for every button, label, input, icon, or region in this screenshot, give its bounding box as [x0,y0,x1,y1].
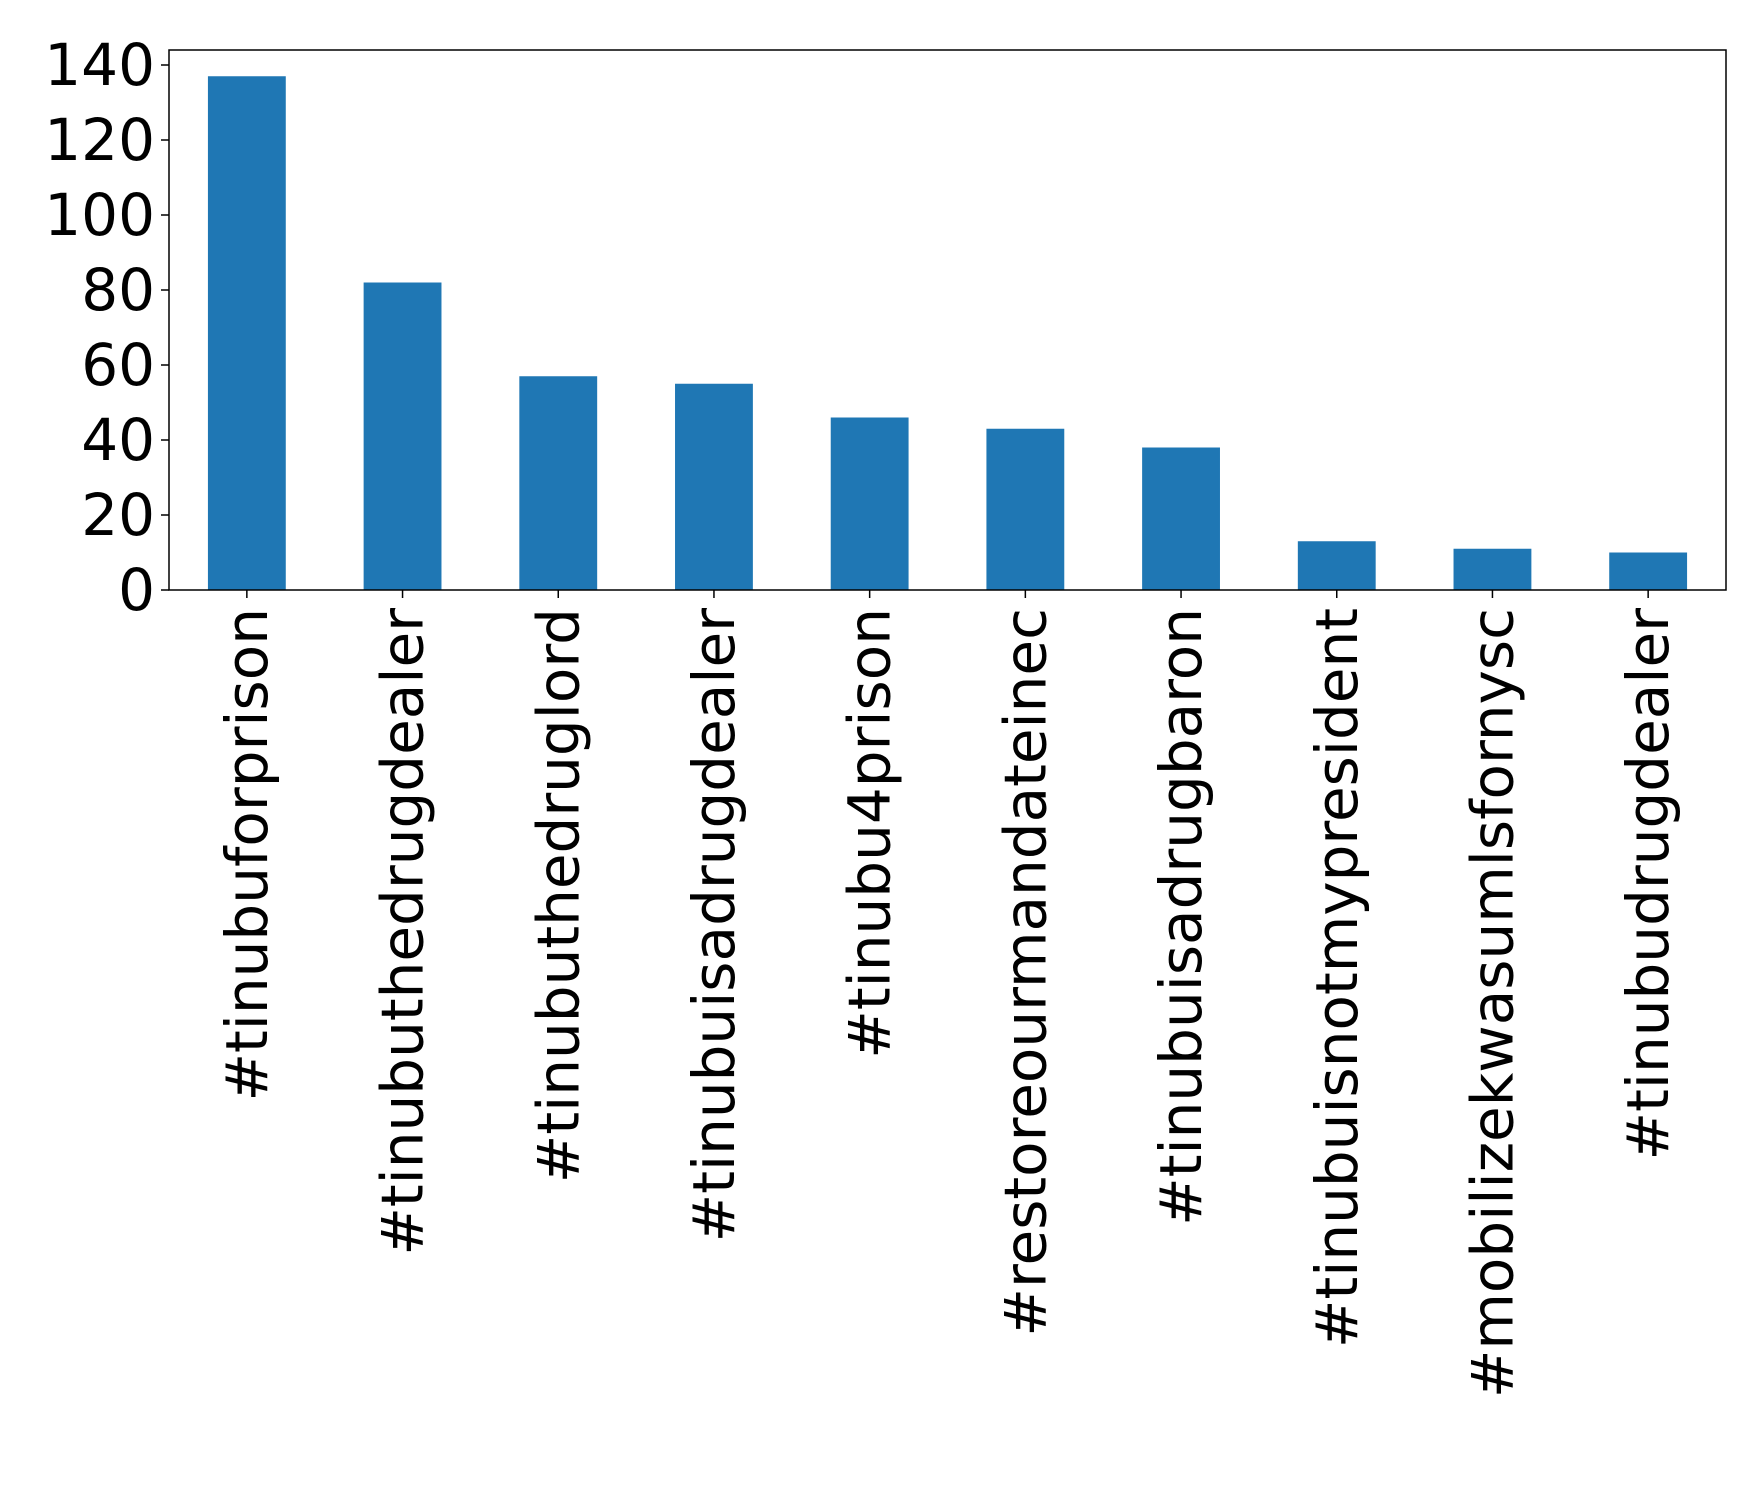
x-tick-label: #tinubuisnotmypresident [1303,608,1371,1348]
bar-5 [986,428,1065,590]
plot-frame [168,49,1727,591]
bar-0 [207,76,286,590]
y-tick-label: 120 [44,106,155,174]
bar-7 [1297,541,1376,590]
x-tick-label: #tinubu4prison [836,608,904,1059]
bar-1 [363,282,442,590]
y-tick-label: 80 [81,256,155,324]
x-tick-label: #tinubuisadrugbaron [1147,608,1215,1226]
bars-group [207,76,1688,590]
bar-3 [675,383,753,590]
x-tick-label: #mobilizekwasumlsfornysc [1458,608,1526,1398]
x-tick-label: #tinubuthedruglord [524,608,592,1183]
bar-2 [519,376,598,590]
y-tick-label: 0 [118,556,155,624]
x-tick-label: #restoreourmandateinec [991,608,1059,1337]
y-tick-label: 40 [81,406,155,474]
y-axis: 0 20 40 60 80 100 120 140 [44,31,169,624]
x-tick-label: #tinubuisadrugdealer [680,608,748,1243]
x-tick-label: #tinubuforprison [213,608,281,1102]
x-axis: #tinubuforprison #tinubuthedrugdealer #tin… [213,590,1682,1398]
x-tick-label: #tinubuthedrugdealer [369,608,437,1256]
bar-6 [1142,447,1220,590]
bar-9 [1609,552,1688,590]
bar-8 [1453,548,1532,590]
bar-4 [830,417,909,590]
y-tick-label: 100 [44,181,155,249]
y-tick-label: 20 [81,481,155,549]
x-tick-label: #tinubudrugdealer [1614,608,1682,1161]
y-tick-label: 60 [81,331,155,399]
y-tick-label: 140 [44,31,155,99]
